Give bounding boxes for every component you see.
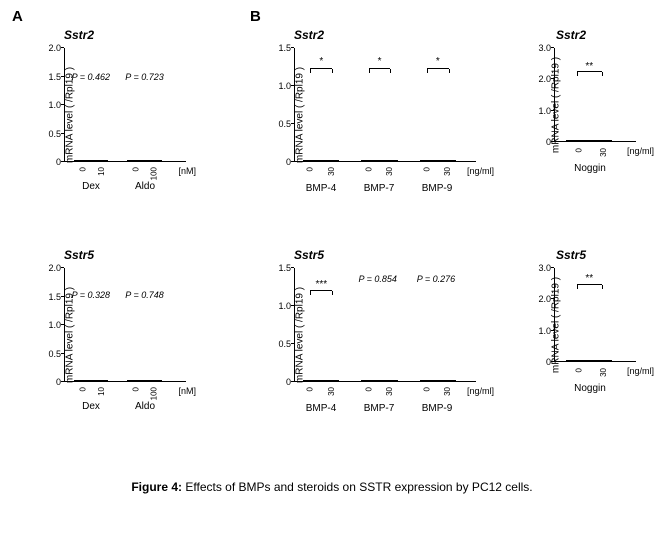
xlabel: 100	[149, 167, 158, 180]
ytick: 1.5	[48, 72, 61, 82]
figure-root: A B Sstr2 mRNA level ( /Rpl19 ) 0 0.5 1.…	[0, 0, 664, 533]
chart-b-sstr2: mRNA level ( /Rpl19 ) 0 0.5 1.0 1.5 *	[270, 40, 480, 190]
caption-prefix: Figure 4:	[131, 480, 185, 494]
plot-area: 0 0.5 1.0 1.5 2.0 P = 0.462 P = 0.723 0 …	[64, 48, 186, 162]
group: Dex	[68, 181, 114, 192]
chart-b-nog-sstr5: mRNA level ( /Rpl19 ) 0 1.0 2.0 3.0 ** 0…	[530, 260, 640, 390]
unit: [nM]	[178, 166, 196, 176]
plot-area: 0 0.5 1.0 1.5 2.0 P = 0.328 P = 0.748 0 …	[64, 268, 186, 382]
pval: P = 0.328	[68, 290, 114, 300]
ytick: 2.0	[48, 43, 61, 53]
panel-label-a: A	[12, 8, 23, 25]
chart-a-sstr5: mRNA level ( /Rpl19 ) 0 0.5 1.0 1.5 2.0 …	[40, 260, 190, 410]
ytick: 0	[56, 157, 61, 167]
figure-caption: Figure 4: Effects of BMPs and steroids o…	[0, 480, 664, 494]
plot-area: 0 0.5 1.0 1.5 * *	[294, 48, 476, 162]
y-axis	[64, 48, 65, 162]
pval: P = 0.462	[68, 72, 114, 82]
ytick: 1.0	[48, 100, 61, 110]
xlabel: 0	[132, 167, 141, 171]
chart-b-sstr5: mRNA level ( /Rpl19 ) 0 0.5 1.0 1.5 *** …	[270, 260, 480, 410]
pval: P = 0.723	[121, 72, 167, 82]
caption-text: Effects of BMPs and steroids on SSTR exp…	[185, 480, 532, 494]
chart-a-sstr2: mRNA level ( /Rpl19 ) 0 0.5 1.0 1.5 2.0 …	[40, 40, 190, 190]
group: Aldo	[122, 181, 168, 192]
unit: [nM]	[178, 386, 196, 396]
ytick: 0.5	[48, 129, 61, 139]
unit: [ng/ml]	[467, 166, 494, 176]
xlabel: 0	[78, 167, 87, 171]
panel-label-b: B	[250, 8, 261, 25]
sig: *	[319, 56, 323, 67]
chart-b-nog-sstr2: mRNA level ( /Rpl19 ) 0 1.0 2.0 3.0 ** 0…	[530, 40, 640, 170]
pval: P = 0.748	[121, 290, 167, 300]
xlabel: 10	[97, 167, 106, 176]
